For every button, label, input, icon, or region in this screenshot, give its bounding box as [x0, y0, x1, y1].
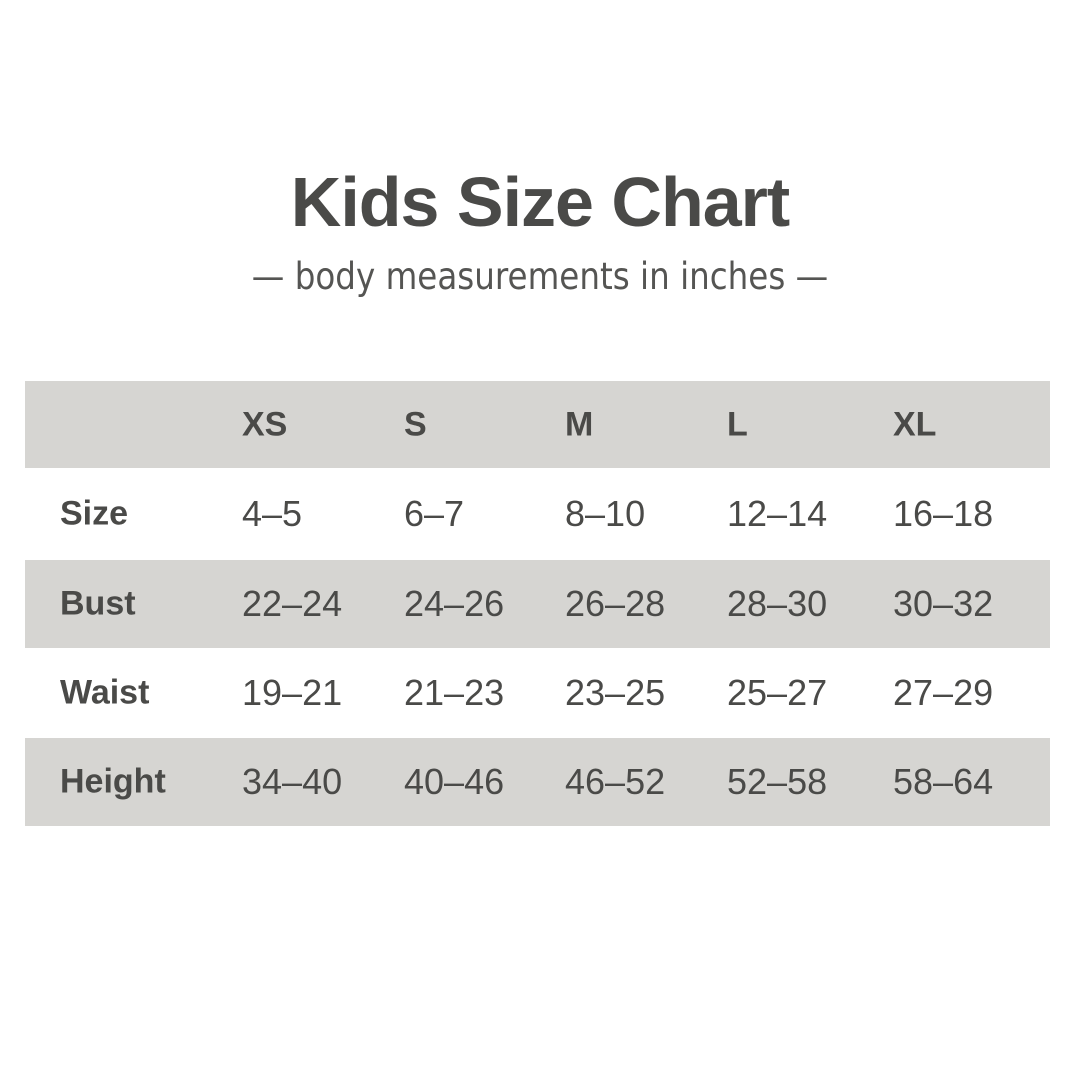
table-row-waist: Waist 19–21 21–23 23–25 25–27 27–29: [25, 648, 1050, 738]
table-cell: 12–14: [727, 493, 828, 534]
table-cell: 25–27: [727, 672, 828, 713]
row-label: Height: [60, 762, 166, 801]
size-table: XS S M L XL Size 4–5 6–7 8–10 12–14 16–1…: [25, 381, 1050, 826]
column-header-xl: XL: [893, 405, 937, 443]
column-header-l: L: [727, 405, 748, 443]
table-cell: 22–24: [242, 583, 343, 624]
table-cell: 19–21: [242, 672, 343, 713]
table-cell: 4–5: [242, 493, 303, 534]
row-label: Size: [60, 494, 129, 533]
table-cell: 34–40: [242, 761, 343, 802]
column-header-m: M: [565, 405, 594, 443]
table-row-height: Height 34–40 40–46 46–52 52–58 58–64: [25, 738, 1050, 826]
table-cell: 24–26: [404, 583, 505, 624]
table-cell: 46–52: [565, 761, 666, 802]
page-title: Kids Size Chart: [290, 163, 790, 241]
table-cell: 8–10: [565, 493, 646, 534]
row-label: Waist: [60, 673, 150, 712]
table-cell: 21–23: [404, 672, 505, 713]
table-cell: 6–7: [404, 493, 465, 534]
table-cell: 40–46: [404, 761, 505, 802]
column-header-s: S: [404, 405, 427, 443]
table-header-row: XS S M L XL: [25, 381, 1050, 468]
page-subtitle: — body measurements in inches —: [251, 255, 829, 298]
table-cell: 27–29: [893, 672, 994, 713]
table-cell: 58–64: [893, 761, 994, 802]
table-cell: 30–32: [893, 583, 994, 624]
table-cell: 28–30: [727, 583, 828, 624]
table-cell: 52–58: [727, 761, 828, 802]
row-label: Bust: [60, 584, 136, 623]
table-cell: 23–25: [565, 672, 666, 713]
table-cell: 26–28: [565, 583, 666, 624]
table-row-bust: Bust 22–24 24–26 26–28 28–30 30–32: [25, 560, 1050, 648]
column-header-xs: XS: [242, 405, 288, 443]
table-row-size: Size 4–5 6–7 8–10 12–14 16–18: [25, 468, 1050, 560]
table-cell: 16–18: [893, 493, 994, 534]
